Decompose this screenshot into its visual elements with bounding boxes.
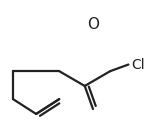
Text: O: O xyxy=(87,17,99,32)
Text: Cl: Cl xyxy=(131,57,144,72)
